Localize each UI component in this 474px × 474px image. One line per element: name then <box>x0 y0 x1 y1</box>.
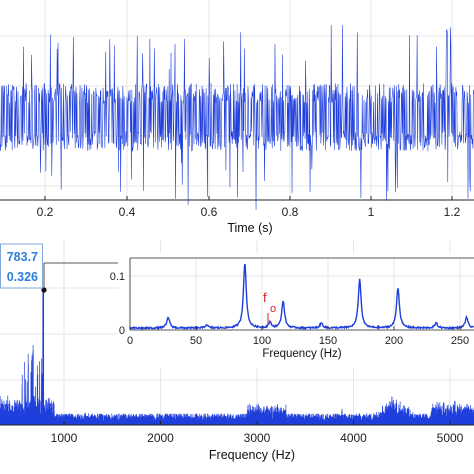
inset-background <box>118 253 474 368</box>
inset-ticks: 0 50 100 150 200 250 0 0.1 <box>110 271 469 347</box>
inset-tick-label: 200 <box>385 335 403 347</box>
spectrum-tick-label: 3000 <box>244 431 271 445</box>
inset-grid <box>130 258 474 330</box>
time-tick-label: 0.8 <box>282 205 299 219</box>
time-tick-label: 0.6 <box>201 205 218 219</box>
time-tick-label: 0.4 <box>119 205 136 219</box>
inset-tick-label: 250 <box>451 335 469 347</box>
spectrum-ticks: 1000 2000 3000 4000 5000 <box>51 421 464 445</box>
spectrum-trace <box>0 290 474 426</box>
time-signal-trace <box>0 25 474 210</box>
datatip-marker <box>41 287 47 293</box>
datatip-x-value: 783.7 <box>7 250 38 264</box>
spectrum-tick-label: 1000 <box>51 431 78 445</box>
spectrum-xlabel: Frequency (Hz) <box>209 448 295 462</box>
spectrum-tick-label: 4000 <box>340 431 367 445</box>
fo-subscript: o <box>270 303 276 315</box>
spectrum-tick-label: 5000 <box>437 431 464 445</box>
inset-tick-label: 100 <box>253 335 271 347</box>
inset-xlabel: Frequency (Hz) <box>262 348 341 360</box>
fo-label: f <box>263 290 267 305</box>
spectrum-tick-label: 2000 <box>147 431 174 445</box>
datatip-y-value: 0.326 <box>7 270 38 284</box>
time-tick-label: 0.2 <box>37 205 54 219</box>
inset-tick-label: 150 <box>319 335 337 347</box>
time-tick-label: 1.2 <box>444 205 461 219</box>
fo-annotation: f o <box>263 290 276 324</box>
time-plot-ticks: 0.2 0.4 0.6 0.8 1 1.2 <box>37 196 461 219</box>
time-plot-xlabel: Time (s) <box>227 221 272 235</box>
inset-tick-label: 50 <box>190 335 202 347</box>
inset-ytick-label: 0.1 <box>110 271 125 283</box>
time-tick-label: 1 <box>368 205 375 219</box>
datatip-box[interactable] <box>0 243 43 289</box>
inset-ytick-label: 0 <box>119 325 125 337</box>
inset-spectrum-trace <box>130 263 474 331</box>
inset-tick-label: 0 <box>127 335 133 347</box>
